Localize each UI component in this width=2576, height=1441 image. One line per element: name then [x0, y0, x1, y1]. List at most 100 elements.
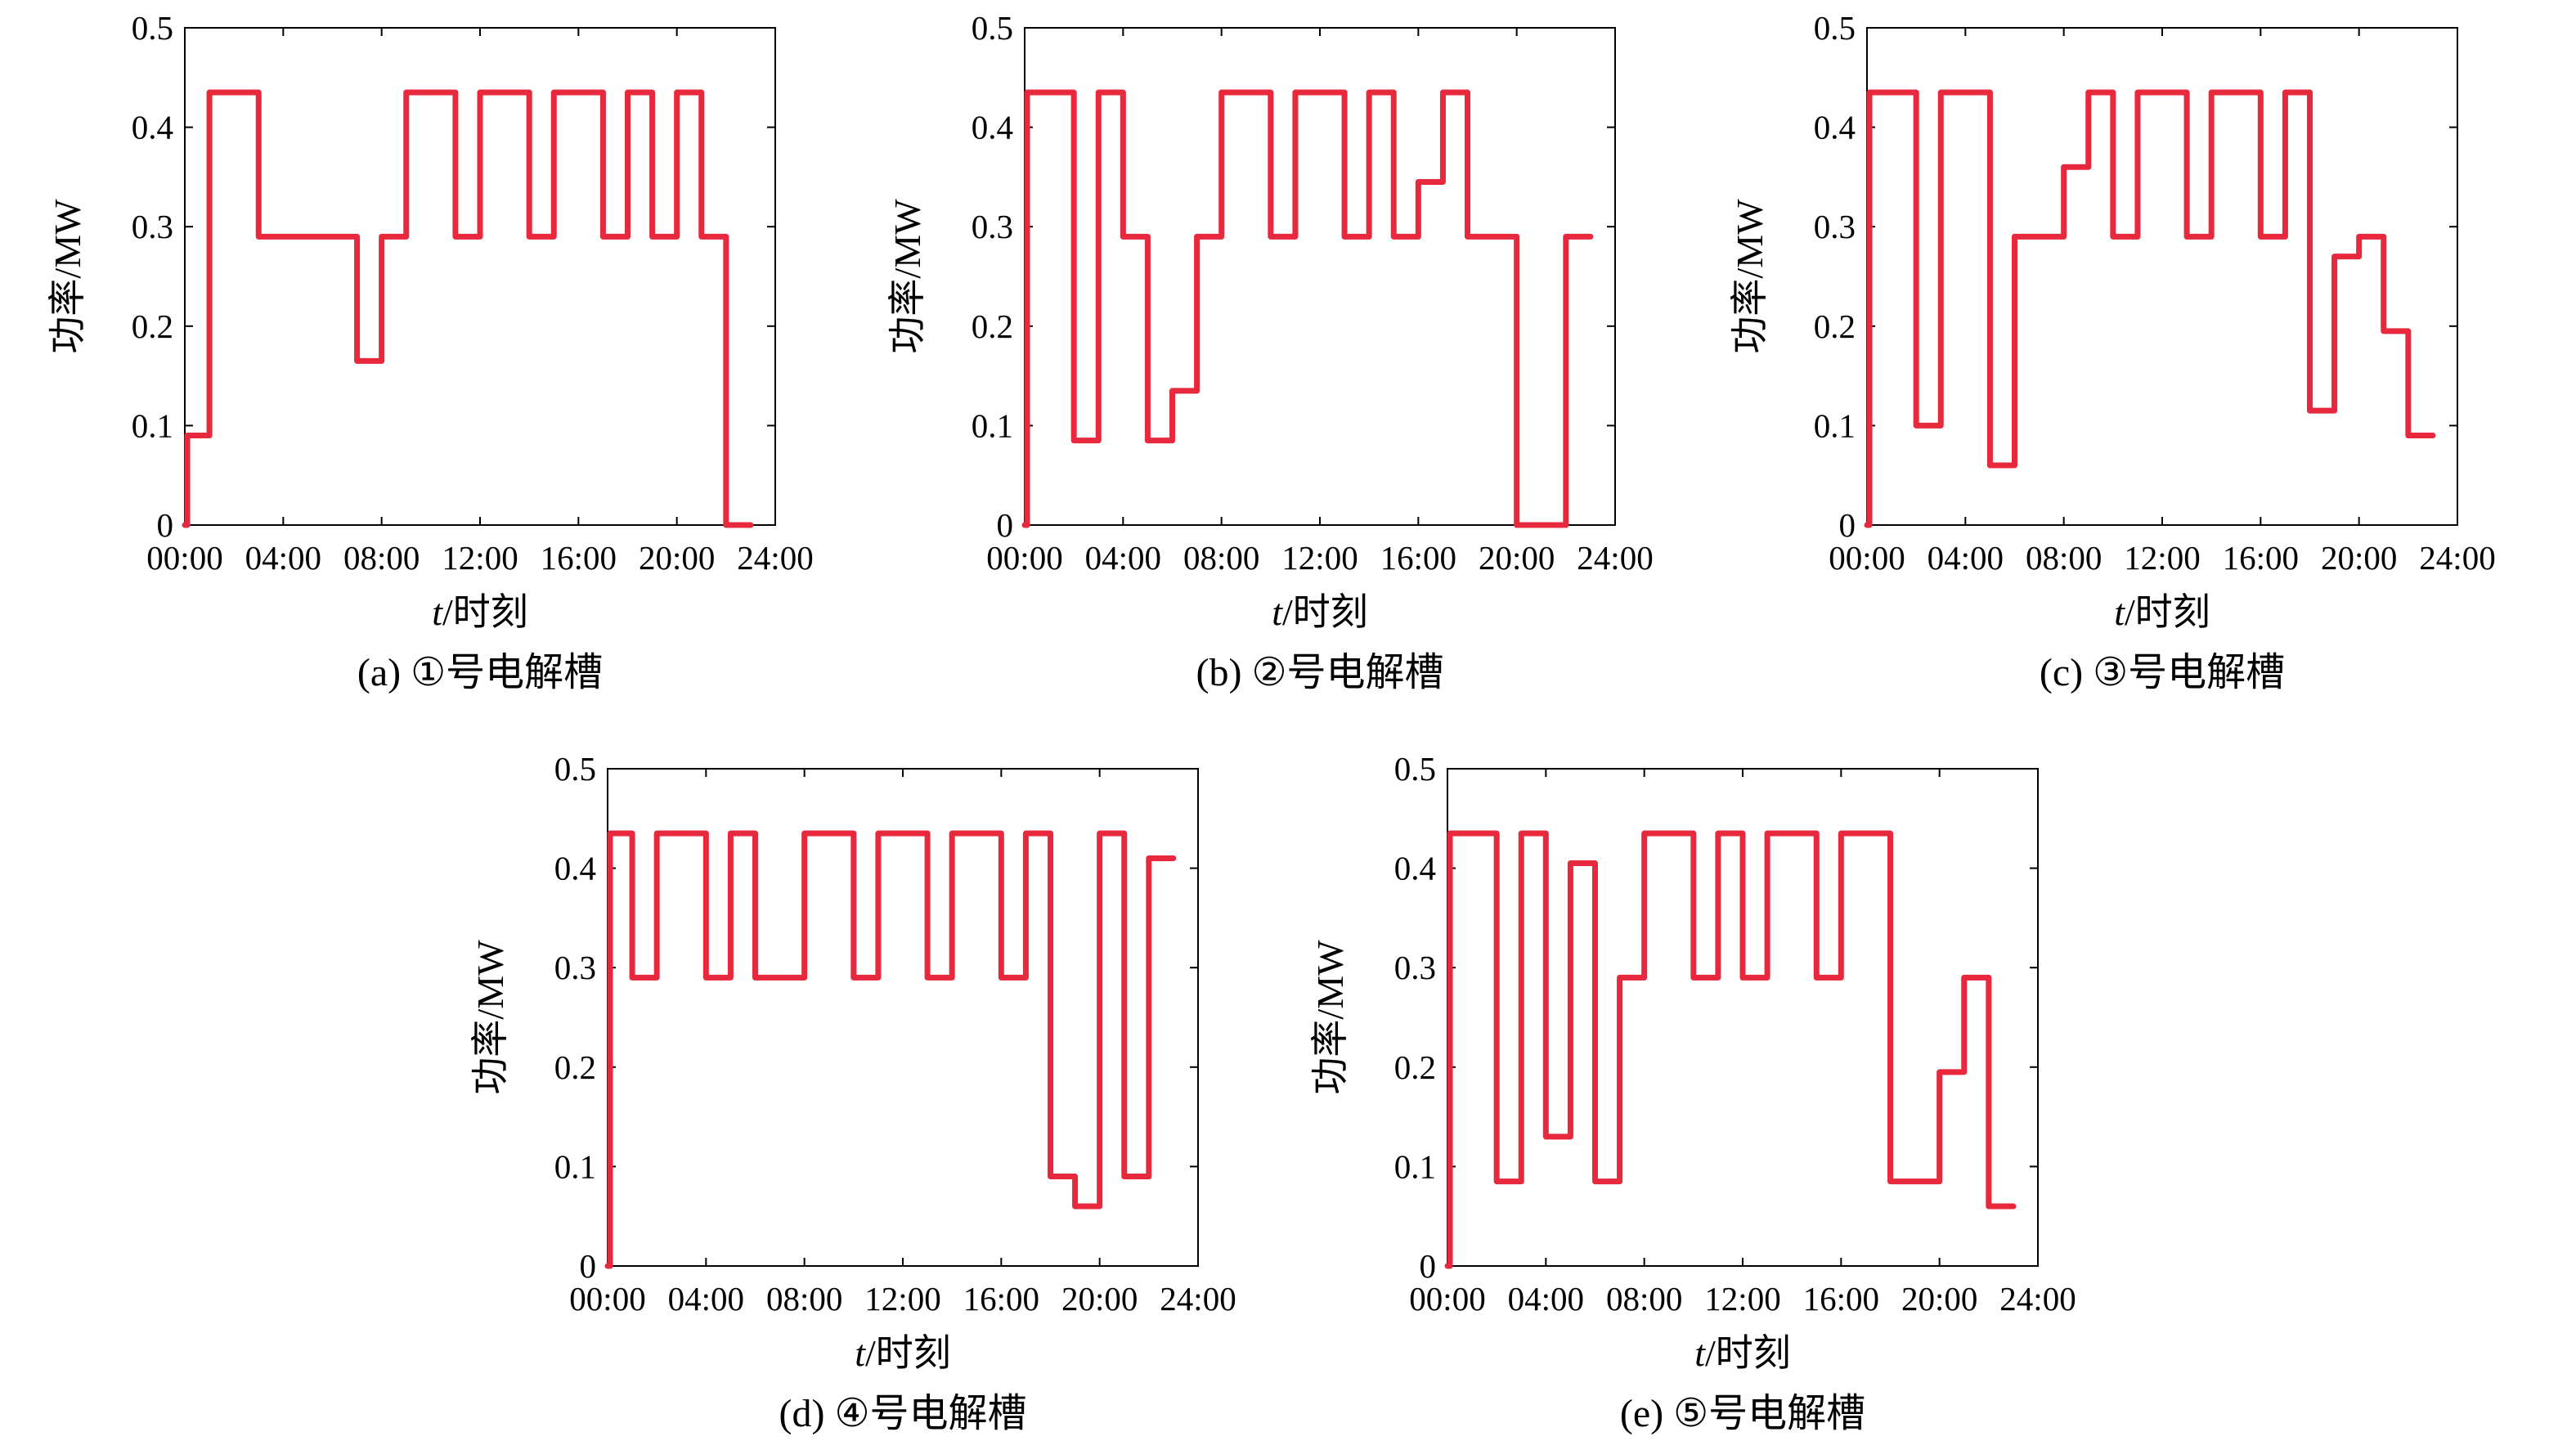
y-tick-label: 0.3 [554, 949, 596, 986]
y-tick-label: 0 [1420, 1247, 1437, 1285]
x-tick-label: 12:00 [2124, 539, 2200, 577]
x-tick-label: 00:00 [569, 1280, 645, 1318]
data-point [703, 975, 708, 980]
data-point [2406, 433, 2411, 438]
x-tick-label: 16:00 [963, 1280, 1039, 1318]
data-point [753, 975, 757, 980]
x-tick-label: 00:00 [1829, 539, 1905, 577]
y-tick-label: 0.5 [1814, 9, 1856, 47]
data-point [1447, 831, 1452, 836]
data-point [1096, 90, 1101, 95]
data-point [1120, 234, 1125, 239]
data-point [1073, 1204, 1078, 1209]
x-axis-label: t/时刻 [1272, 591, 1368, 633]
chart-panel-2: 0 0.1 0.2 0.3 0.4 0.5 00:00 04:00 08:00 12:00 16:0… [886, 9, 1654, 694]
data-point [1367, 90, 1371, 95]
x-tick-label: 20:00 [2321, 539, 2397, 577]
data-point [1416, 179, 1420, 184]
chart-panel-4: 0 0.1 0.2 0.3 0.4 0.5 00:00 04:00 08:00 12:00 16:0… [469, 750, 1236, 1435]
data-point [1440, 90, 1445, 95]
data-point [1838, 831, 1843, 836]
x-axis-label-text: /时刻 [2125, 591, 2210, 633]
x-axis-label-italic: t [1272, 591, 1283, 633]
x-tick-label: 08:00 [2026, 539, 2102, 577]
data-point [2209, 90, 2214, 95]
data-point [185, 433, 190, 438]
x-tick-label: 20:00 [1901, 1280, 1977, 1318]
data-point [453, 234, 458, 239]
x-tick-label: 08:00 [766, 1280, 842, 1318]
x-axis-label-text: /时刻 [865, 1332, 951, 1374]
y-axis-label: 功率/MW [469, 940, 511, 1095]
data-point [1987, 463, 1992, 468]
data-point [1145, 438, 1150, 443]
y-tick-label: 0.4 [972, 109, 1013, 146]
x-axis-label-italic: t [855, 1332, 866, 1374]
data-point [404, 90, 409, 95]
power-step-line [1444, 830, 2017, 1269]
plot-frame [607, 768, 1199, 1267]
x-tick-label: 04:00 [668, 1280, 744, 1318]
y-tick-label: 0.3 [1814, 208, 1856, 245]
x-tick-label: 24:00 [737, 539, 813, 577]
data-point [1865, 523, 1869, 527]
x-axis-label-text: /时刻 [1282, 591, 1368, 633]
data-point [2258, 234, 2263, 239]
data-point [1515, 523, 1519, 527]
y-tick-label: 0.5 [972, 9, 1013, 47]
y-tick-label: 0.1 [1814, 406, 1856, 444]
data-point [925, 975, 930, 980]
x-tick-label: 16:00 [2223, 539, 2299, 577]
data-point [724, 523, 729, 527]
data-point [182, 523, 187, 527]
y-tick-label: 0.2 [1814, 308, 1856, 345]
data-point [1691, 975, 1696, 980]
data-point [699, 234, 704, 239]
y-tick-label: 0.2 [132, 308, 173, 345]
x-tick-label: 00:00 [986, 539, 1062, 577]
data-point [1219, 90, 1224, 95]
data-point [1618, 975, 1622, 980]
data-point [1740, 975, 1745, 980]
data-point [1122, 1174, 1127, 1179]
data-point [478, 90, 482, 95]
data-point [207, 90, 212, 95]
y-tick-label: 0.5 [554, 750, 596, 788]
x-tick-label: 12:00 [1281, 539, 1358, 577]
power-step-line [182, 89, 754, 528]
x-tick-label: 12:00 [864, 1280, 940, 1318]
data-point [2381, 329, 2386, 334]
data-point [1937, 1070, 1942, 1075]
x-axis-label: t/时刻 [2114, 591, 2210, 633]
x-tick-label: 24:00 [2419, 539, 2495, 577]
x-tick-label: 16:00 [541, 539, 617, 577]
y-tick-label: 0.5 [1394, 750, 1436, 788]
data-point [1543, 1134, 1548, 1139]
data-point [802, 831, 807, 836]
x-tick-label: 12:00 [442, 539, 518, 577]
data-point [1465, 234, 1470, 239]
data-point [1568, 861, 1573, 866]
x-tick-label: 16:00 [1380, 539, 1456, 577]
x-tick-label: 04:00 [245, 539, 321, 577]
data-point [1171, 855, 1176, 860]
data-point [1023, 831, 1028, 836]
x-tick-label: 12:00 [1704, 1280, 1780, 1318]
y-tick-label: 0.3 [1394, 949, 1436, 986]
y-tick-label: 0.1 [1394, 1147, 1436, 1185]
data-point [605, 1264, 610, 1268]
x-axis-label-italic: t [432, 591, 443, 633]
data-point [1097, 831, 1102, 836]
data-point [2357, 234, 2362, 239]
x-axis-label: t/时刻 [855, 1332, 951, 1374]
y-tick-label: 0.2 [1394, 1048, 1436, 1086]
power-step-line [1021, 89, 1594, 528]
y-tick-label: 0.4 [1814, 109, 1856, 146]
data-point [949, 831, 954, 836]
x-tick-label: 08:00 [1183, 539, 1259, 577]
y-tick-label: 0.4 [554, 850, 596, 887]
data-point [876, 831, 881, 836]
data-point [551, 90, 556, 95]
x-tick-label: 00:00 [146, 539, 222, 577]
data-point [1025, 90, 1030, 95]
